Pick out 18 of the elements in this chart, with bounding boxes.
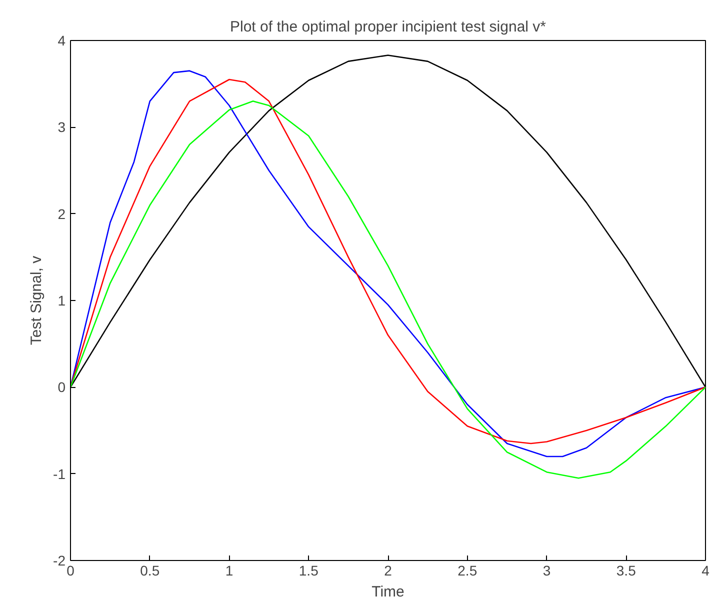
y-tick-label: -1 [53, 466, 66, 482]
x-tick-label: 3 [542, 562, 551, 578]
y-tick-label: 3 [58, 119, 66, 136]
x-tick-label: 0.5 [140, 562, 160, 578]
chart-title: Plot of the optimal proper incipient test signal v* [230, 18, 546, 36]
y-tick-label: 1 [58, 292, 66, 308]
x-axis-title: Time [372, 584, 404, 600]
y-tick-label: 0 [58, 379, 66, 396]
y-axis-title: Test Signal, v [28, 255, 46, 346]
y-tick-label: 4 [58, 32, 66, 48]
y-tick-label: 2 [58, 206, 66, 222]
x-tick-label: 2 [384, 562, 392, 578]
x-tick-label: 3.5 [616, 562, 636, 578]
x-tick-label: 1 [225, 562, 234, 578]
x-tick-label: 4 [702, 562, 710, 578]
y-tick-label: -2 [53, 552, 66, 568]
x-tick-label: 2.5 [458, 562, 478, 578]
x-tick-label: 1.5 [298, 562, 319, 578]
